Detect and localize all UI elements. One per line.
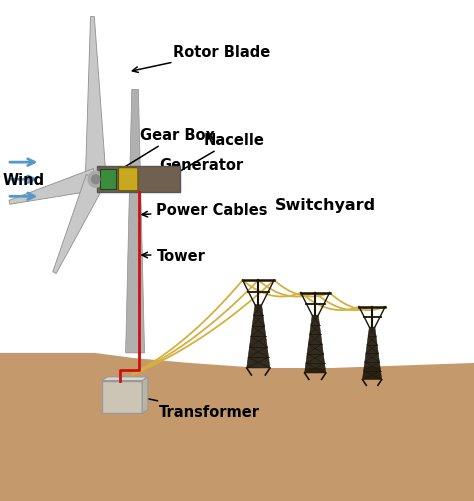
Polygon shape [126,90,145,353]
Text: Generator: Generator [131,158,243,185]
Text: Transformer: Transformer [132,394,260,419]
Bar [102,381,142,413]
Text: Nacelle: Nacelle [167,133,264,179]
Polygon shape [247,305,270,368]
Text: Tower: Tower [142,248,205,263]
Polygon shape [9,169,98,205]
Bar [97,167,180,193]
Polygon shape [53,175,105,274]
Polygon shape [85,18,106,180]
Polygon shape [142,377,148,413]
Polygon shape [102,377,148,381]
Polygon shape [305,316,326,373]
Text: Power Cables: Power Cables [142,203,268,218]
FancyBboxPatch shape [118,168,138,191]
Text: Gear Box: Gear Box [112,128,215,175]
Text: Rotor Blade: Rotor Blade [132,45,270,73]
Circle shape [91,175,100,184]
Text: Switchyard: Switchyard [275,198,376,213]
Polygon shape [0,353,474,501]
Text: Wind: Wind [2,172,45,187]
Polygon shape [363,328,382,380]
Circle shape [88,172,103,188]
Bar [100,170,116,190]
